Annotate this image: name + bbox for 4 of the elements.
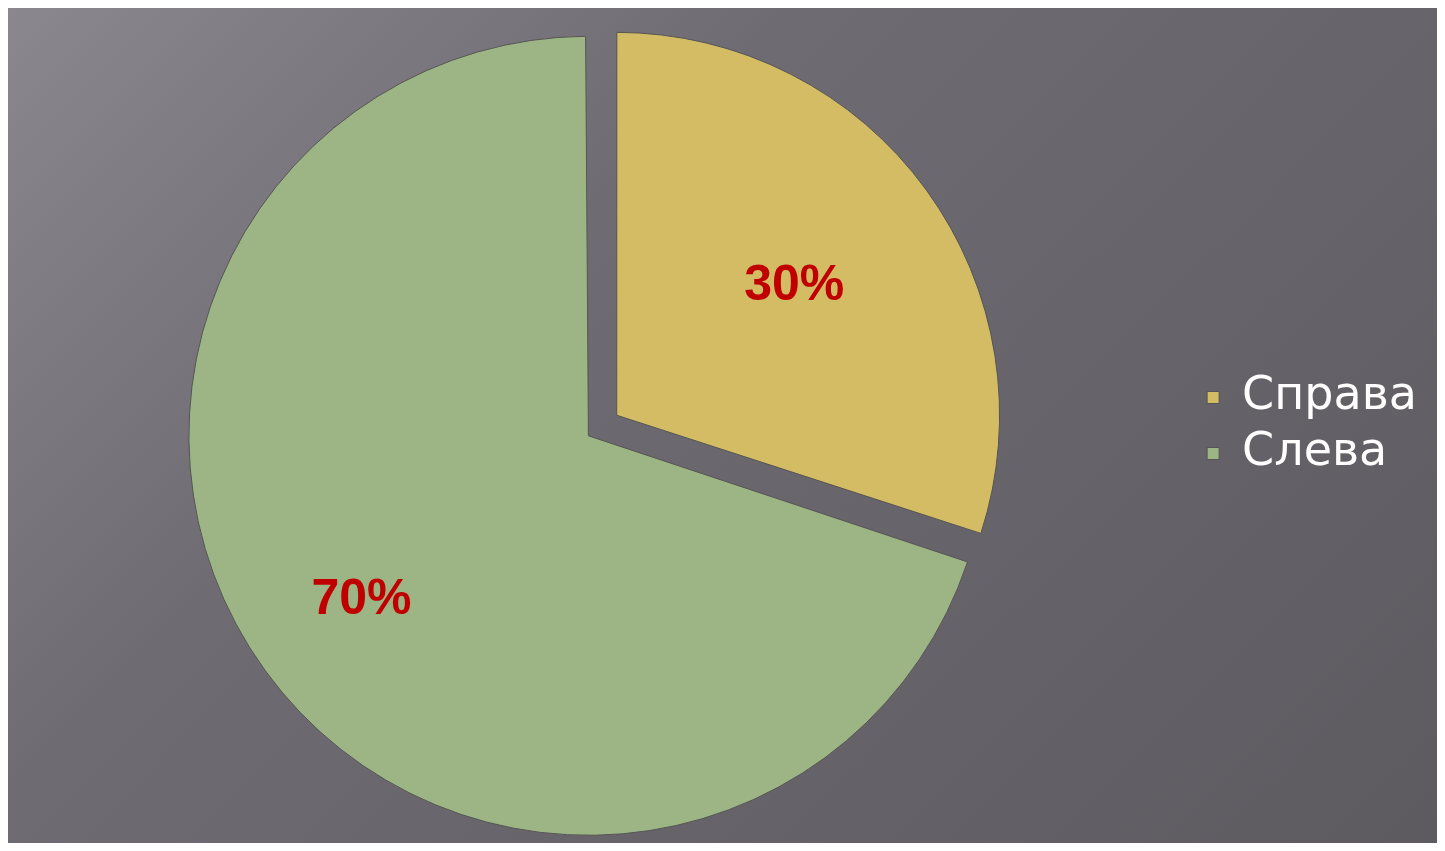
data-label: 70% (311, 569, 412, 626)
legend-label: Справа (1242, 366, 1418, 421)
legend-label: Слева (1242, 422, 1388, 477)
data-label: 30% (744, 255, 845, 312)
